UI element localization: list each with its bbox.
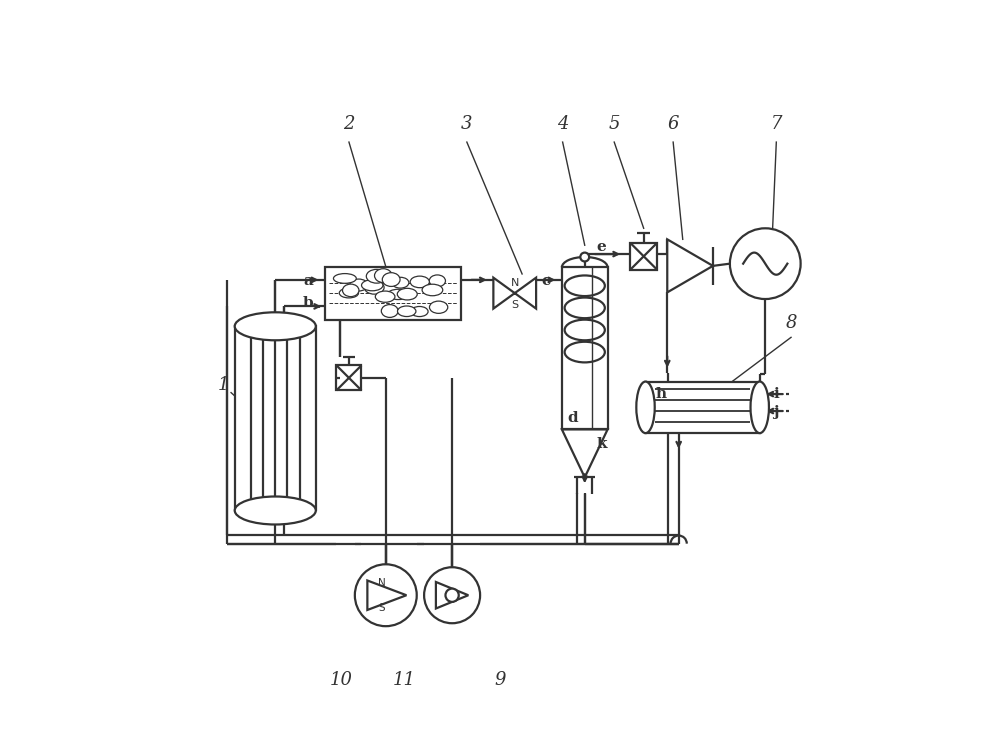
Text: 1: 1 <box>218 376 229 394</box>
Ellipse shape <box>235 312 316 340</box>
Text: i: i <box>773 387 779 401</box>
Ellipse shape <box>397 306 416 316</box>
Text: d: d <box>567 411 578 425</box>
Bar <box>235 326 316 511</box>
Text: 4: 4 <box>557 115 568 133</box>
Text: 9: 9 <box>494 671 506 689</box>
Ellipse shape <box>235 496 316 525</box>
Text: a: a <box>303 273 313 288</box>
Ellipse shape <box>565 319 605 340</box>
Text: 11: 11 <box>393 671 416 689</box>
Text: N: N <box>378 578 386 588</box>
Ellipse shape <box>375 269 392 282</box>
Bar <box>630 243 657 270</box>
Circle shape <box>580 253 589 262</box>
Text: h: h <box>655 387 666 401</box>
Text: 8: 8 <box>785 313 797 332</box>
Text: 7: 7 <box>771 115 782 133</box>
Bar <box>325 267 461 319</box>
Text: c: c <box>541 273 550 288</box>
Text: S: S <box>379 602 385 613</box>
Bar <box>336 365 361 391</box>
Ellipse shape <box>339 288 359 298</box>
Ellipse shape <box>350 279 368 291</box>
Circle shape <box>355 565 417 626</box>
Ellipse shape <box>366 270 387 283</box>
Text: 10: 10 <box>330 671 353 689</box>
Ellipse shape <box>429 301 448 313</box>
Text: S: S <box>511 300 518 310</box>
Ellipse shape <box>364 281 384 294</box>
Ellipse shape <box>362 280 383 290</box>
Text: b: b <box>303 296 314 310</box>
Ellipse shape <box>381 305 398 317</box>
Polygon shape <box>667 239 713 293</box>
Polygon shape <box>493 278 536 308</box>
Polygon shape <box>367 580 406 610</box>
Ellipse shape <box>387 289 409 299</box>
Ellipse shape <box>382 273 400 287</box>
Circle shape <box>445 588 459 602</box>
Ellipse shape <box>343 284 359 296</box>
Text: e: e <box>597 239 607 253</box>
Ellipse shape <box>565 276 605 296</box>
Ellipse shape <box>333 273 356 283</box>
Text: N: N <box>511 278 519 288</box>
Ellipse shape <box>375 291 395 302</box>
Bar <box>562 268 608 430</box>
Text: j: j <box>774 405 779 419</box>
Text: k: k <box>596 437 607 451</box>
Ellipse shape <box>565 342 605 362</box>
Ellipse shape <box>636 382 655 433</box>
Ellipse shape <box>392 277 409 288</box>
Text: 6: 6 <box>667 115 679 133</box>
Ellipse shape <box>422 285 443 296</box>
Text: 3: 3 <box>461 115 473 133</box>
Ellipse shape <box>411 307 428 316</box>
Ellipse shape <box>410 276 429 288</box>
Ellipse shape <box>397 288 417 300</box>
Bar <box>646 382 760 433</box>
Polygon shape <box>562 430 608 477</box>
Text: 2: 2 <box>343 115 355 133</box>
Circle shape <box>424 567 480 623</box>
Text: 5: 5 <box>608 115 620 133</box>
Circle shape <box>730 228 801 299</box>
Ellipse shape <box>429 275 445 287</box>
Ellipse shape <box>565 298 605 318</box>
Ellipse shape <box>751 382 769 433</box>
